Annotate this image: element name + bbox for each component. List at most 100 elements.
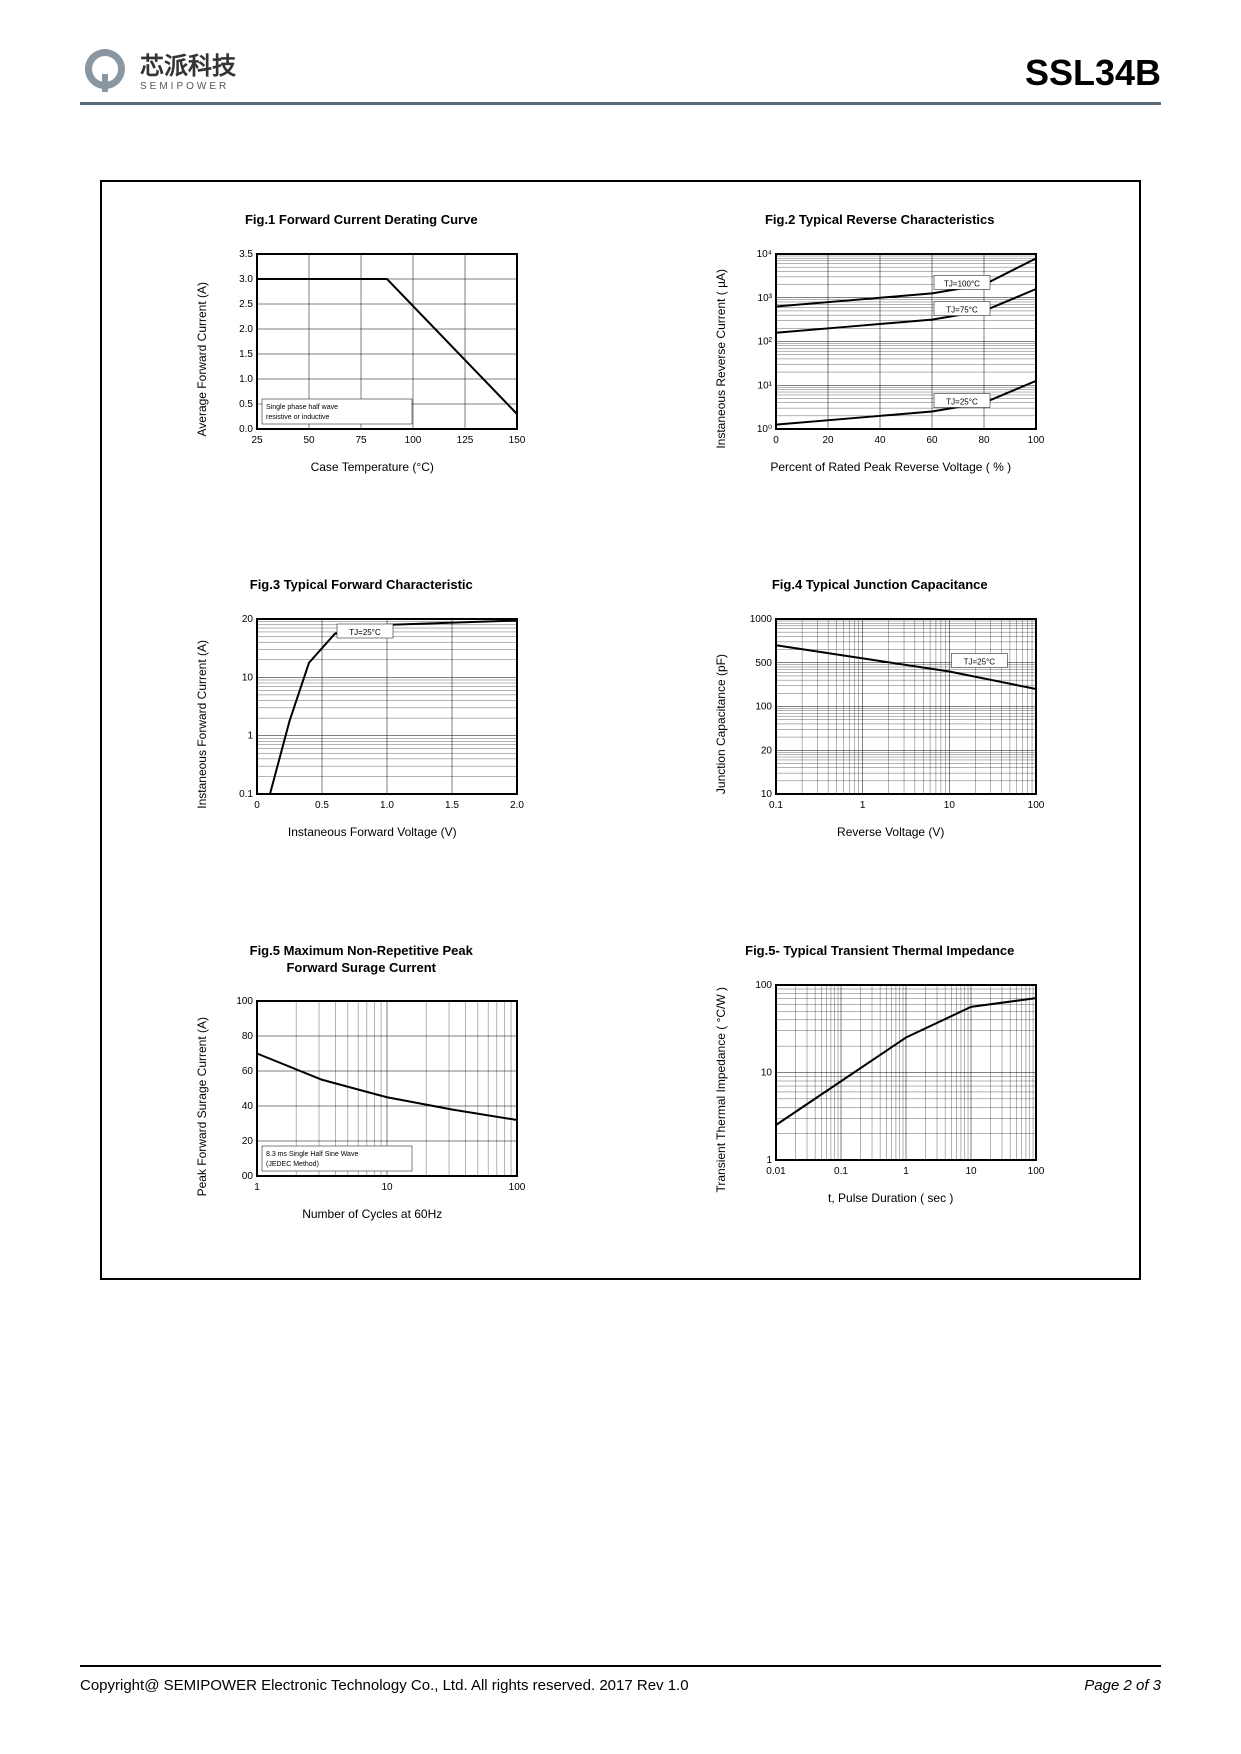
svg-text:8.3 ms Single Half Sine Wave: 8.3 ms Single Half Sine Wave (266, 1151, 358, 1158)
chart-fig5: Fig.5 Maximum Non-Repetitive Peak Forwar… (122, 943, 601, 1248)
svg-text:2.0: 2.0 (239, 324, 253, 335)
fig4-plot: 0.111010010201005001000TJ=25°C (736, 609, 1046, 819)
fig5-title: Fig.5 Maximum Non-Repetitive Peak Forwar… (250, 943, 473, 977)
copyright-text: Copyright@ SEMIPOWER Electronic Technolo… (80, 1677, 689, 1694)
svg-text:20: 20 (242, 1136, 254, 1147)
svg-text:100: 100 (755, 980, 772, 991)
fig6-plot: 0.010.1110100110100 (736, 975, 1046, 1185)
svg-text:1: 1 (766, 1155, 772, 1166)
svg-text:(JEDEC Method): (JEDEC Method) (266, 1161, 319, 1168)
svg-text:25: 25 (252, 435, 264, 446)
svg-text:TJ=25°C: TJ=25°C (963, 658, 995, 667)
svg-text:00: 00 (242, 1171, 254, 1182)
svg-text:1.0: 1.0 (239, 374, 253, 385)
fig5-plot: 11010000204060801008.3 ms Single Half Si… (217, 991, 527, 1201)
chart-fig6: Fig.5- Typical Transient Thermal Impedan… (641, 943, 1120, 1248)
fig2-plot: 02040608010010⁰10¹10²10³10⁴TJ=100°CTJ=75… (736, 244, 1046, 454)
svg-text:3.5: 3.5 (239, 249, 253, 260)
fig1-ylabel: Average Forward Current (A) (195, 282, 209, 437)
fig4-title: Fig.4 Typical Junction Capacitance (772, 577, 988, 594)
svg-text:125: 125 (457, 435, 474, 446)
fig2-xlabel: Percent of Rated Peak Reverse Voltage ( … (770, 460, 1011, 474)
svg-text:50: 50 (304, 435, 316, 446)
svg-text:0: 0 (773, 435, 779, 446)
chart-fig2: Fig.2 Typical Reverse Characteristics In… (641, 212, 1120, 517)
svg-text:1: 1 (860, 800, 866, 811)
fig2-ylabel: Instaneous Reverse Current ( µA) (714, 269, 728, 449)
svg-text:1000: 1000 (750, 614, 773, 625)
svg-text:150: 150 (509, 435, 526, 446)
semipower-logo-icon (80, 44, 130, 94)
svg-text:0.01: 0.01 (766, 1166, 786, 1177)
svg-text:3.0: 3.0 (239, 274, 253, 285)
fig4-ylabel: Junction Capacitance (pF) (714, 654, 728, 794)
svg-text:10¹: 10¹ (757, 380, 772, 391)
fig6-title: Fig.5- Typical Transient Thermal Impedan… (745, 943, 1014, 960)
svg-text:1: 1 (254, 1182, 260, 1193)
svg-text:10⁰: 10⁰ (757, 424, 772, 435)
svg-text:TJ=25°C: TJ=25°C (350, 628, 382, 637)
svg-text:0.1: 0.1 (239, 789, 253, 800)
svg-text:resistive or inductive: resistive or inductive (266, 414, 330, 421)
svg-text:40: 40 (874, 435, 886, 446)
svg-text:1.5: 1.5 (445, 800, 459, 811)
svg-text:100: 100 (237, 996, 254, 1007)
charts-frame: Fig.1 Forward Current Derating Curve Ave… (100, 180, 1141, 1280)
fig1-plot: 25 50 75 100 125 150 0.0 0.5 1.0 1.5 2.0 2.5 3.0 3.5 S… (217, 244, 527, 454)
svg-text:0.1: 0.1 (834, 1166, 848, 1177)
svg-text:100: 100 (1027, 435, 1044, 446)
part-number: SSL34B (1025, 52, 1161, 94)
svg-text:20: 20 (242, 614, 254, 625)
page-number: Page 2 of 3 (1084, 1677, 1161, 1694)
fig3-ylabel: Instaneous Forward Current (A) (195, 640, 209, 809)
svg-text:0.1: 0.1 (769, 800, 783, 811)
fig3-plot: 0 0.5 1.0 1.5 2.0 0.1 1 10 20 TJ=25°C (217, 609, 527, 819)
fig6-ylabel: Transient Thermal Impedance ( °C/W ) (714, 987, 728, 1193)
svg-text:10: 10 (761, 789, 773, 800)
fig3-xlabel: Instaneous Forward Voltage (V) (288, 825, 457, 839)
svg-text:100: 100 (1027, 800, 1044, 811)
logo-chinese: 芯派科技 (140, 46, 236, 81)
svg-text:2.5: 2.5 (239, 299, 253, 310)
svg-text:0.5: 0.5 (239, 399, 253, 410)
svg-text:10⁴: 10⁴ (756, 249, 771, 260)
svg-text:75: 75 (356, 435, 368, 446)
svg-text:0.5: 0.5 (315, 800, 329, 811)
svg-text:10: 10 (965, 1166, 977, 1177)
svg-text:0: 0 (254, 800, 260, 811)
fig3-title: Fig.3 Typical Forward Characteristic (250, 577, 473, 594)
svg-text:100: 100 (1027, 1166, 1044, 1177)
logo-area: 芯派科技 SEMIPOWER (80, 44, 236, 94)
svg-text:40: 40 (242, 1101, 254, 1112)
page-header: 芯派科技 SEMIPOWER SSL34B (80, 35, 1161, 105)
svg-text:500: 500 (755, 658, 772, 669)
svg-text:1.0: 1.0 (380, 800, 394, 811)
fig5-xlabel: Number of Cycles at 60Hz (302, 1207, 442, 1221)
svg-text:1: 1 (248, 731, 254, 742)
svg-text:20: 20 (822, 435, 834, 446)
fig1-title: Fig.1 Forward Current Derating Curve (245, 212, 478, 229)
svg-text:10: 10 (382, 1182, 394, 1193)
fig4-xlabel: Reverse Voltage (V) (837, 825, 944, 839)
svg-text:Single phase half wave: Single phase half wave (266, 404, 338, 411)
svg-text:TJ=25°C: TJ=25°C (946, 397, 978, 406)
fig1-xlabel: Case Temperature (°C) (311, 460, 434, 474)
svg-text:0.0: 0.0 (239, 424, 253, 435)
svg-text:80: 80 (242, 1031, 254, 1042)
fig2-title: Fig.2 Typical Reverse Characteristics (765, 212, 995, 229)
svg-text:60: 60 (242, 1066, 254, 1077)
svg-text:TJ=75°C: TJ=75°C (946, 306, 978, 315)
svg-text:80: 80 (978, 435, 990, 446)
svg-text:2.0: 2.0 (510, 800, 524, 811)
fig6-xlabel: t, Pulse Duration ( sec ) (828, 1191, 953, 1205)
svg-text:10: 10 (944, 800, 956, 811)
page-footer: Copyright@ SEMIPOWER Electronic Technolo… (80, 1665, 1161, 1694)
logo-text: 芯派科技 SEMIPOWER (140, 46, 236, 92)
chart-fig4: Fig.4 Typical Junction Capacitance Junct… (641, 577, 1120, 882)
svg-text:100: 100 (405, 435, 422, 446)
svg-text:1.5: 1.5 (239, 349, 253, 360)
logo-subtitle: SEMIPOWER (140, 81, 236, 92)
svg-text:10: 10 (242, 673, 254, 684)
chart-fig1: Fig.1 Forward Current Derating Curve Ave… (122, 212, 601, 517)
svg-text:10²: 10² (757, 336, 772, 347)
